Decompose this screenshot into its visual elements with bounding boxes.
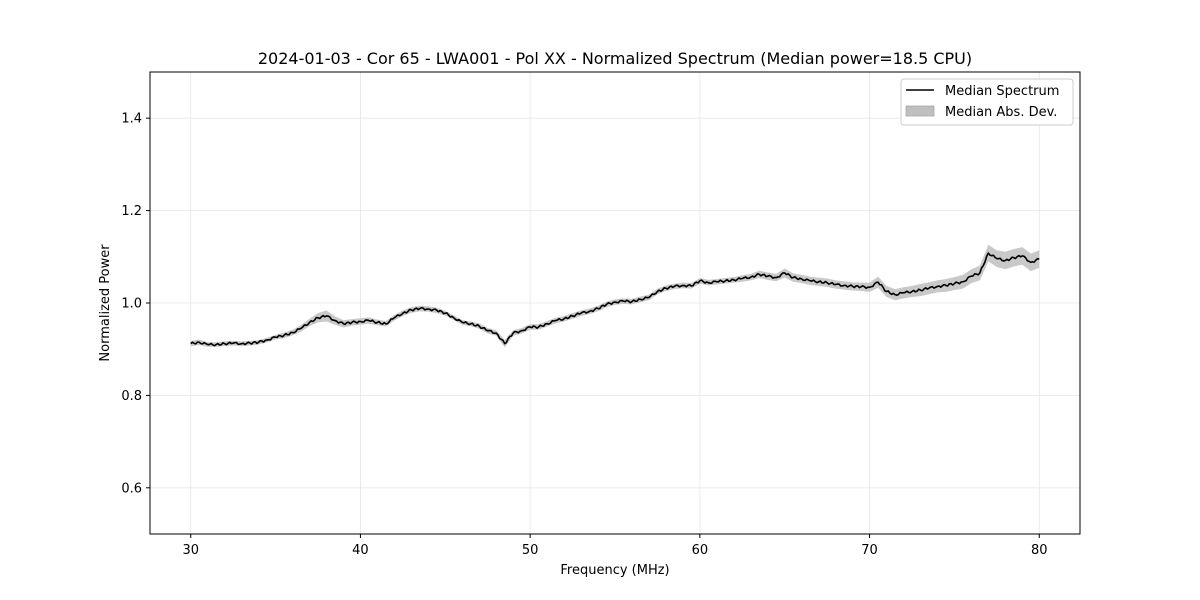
grid-lines xyxy=(150,72,1080,534)
y-tick-label: 0.8 xyxy=(121,389,142,404)
x-axis: 30 40 50 60 70 80 xyxy=(182,534,1048,558)
legend-median-abs-dev-label: Median Abs. Dev. xyxy=(945,105,1057,120)
legend-band-swatch xyxy=(905,105,935,117)
legend: Median Spectrum Median Abs. Dev. xyxy=(900,78,1074,126)
legend-frame xyxy=(900,78,1074,126)
x-tick-label: 70 xyxy=(861,543,878,558)
x-tick-label: 40 xyxy=(352,543,369,558)
y-tick-label: 1.2 xyxy=(121,204,142,219)
y-tick-label: 1.4 xyxy=(121,112,142,127)
plot-area xyxy=(149,71,1081,535)
legend-median-spectrum-label: Median Spectrum xyxy=(945,84,1059,99)
y-tick-label: 1.0 xyxy=(121,297,142,312)
median-spectrum-line xyxy=(190,252,1040,347)
y-axis: 0.6 0.8 1.0 1.2 1.4 xyxy=(121,112,150,496)
x-tick-label: 50 xyxy=(522,543,539,558)
x-tick-label: 30 xyxy=(182,543,199,558)
x-axis-label: Frequency (MHz) xyxy=(560,563,669,578)
y-axis-label: Normalized Power xyxy=(98,244,113,362)
y-tick-label: 0.6 xyxy=(121,481,142,496)
x-tick-label: 60 xyxy=(692,543,709,558)
chart-title: 2024-01-03 - Cor 65 - LWA001 - Pol XX - … xyxy=(258,49,972,68)
x-tick-label: 80 xyxy=(1031,543,1048,558)
